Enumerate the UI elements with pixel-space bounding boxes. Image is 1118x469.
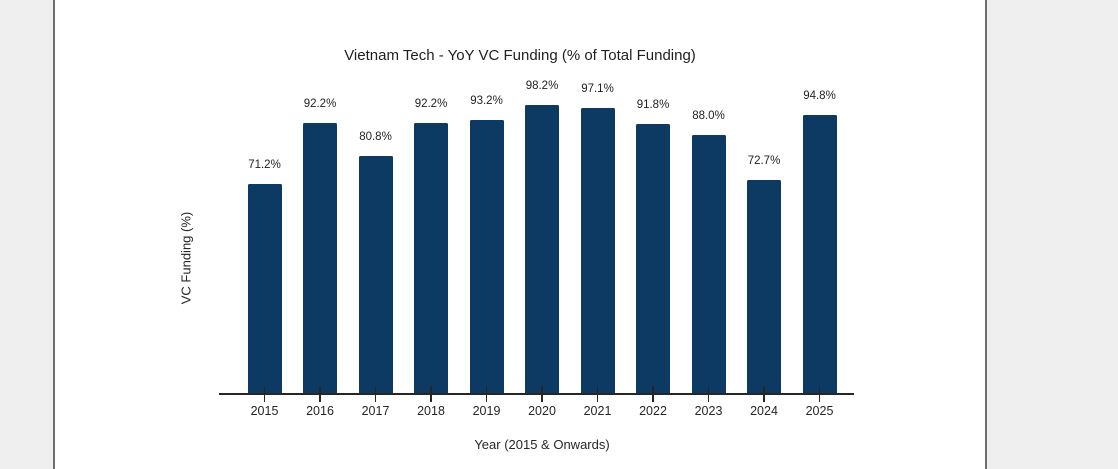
bar-2016 xyxy=(303,122,337,394)
x-tick-label-2016: 2016 xyxy=(306,404,334,418)
x-axis-line xyxy=(219,393,854,395)
x-tick-2016 xyxy=(319,386,321,402)
x-axis-label: Year (2015 & Onwards) xyxy=(474,437,610,452)
bar-value-label-2018: 92.2% xyxy=(414,97,448,110)
x-tick-label-2025: 2025 xyxy=(805,404,834,418)
bar-2021 xyxy=(580,108,615,394)
x-tick-2021 xyxy=(596,386,599,402)
x-tick-2020 xyxy=(541,386,543,402)
x-tick-2024 xyxy=(763,386,765,402)
bar-2023 xyxy=(691,135,726,394)
x-tick-label-2021: 2021 xyxy=(583,404,612,418)
bar-value-label-2016: 92.2% xyxy=(303,97,337,110)
bar-value-label-2015: 71.2% xyxy=(248,159,281,172)
bar-2015 xyxy=(247,184,282,394)
x-tick-2023 xyxy=(707,386,710,402)
bar-2024 xyxy=(747,180,781,394)
bar-2025 xyxy=(802,115,837,394)
x-tick-2022 xyxy=(652,386,654,402)
x-tick-2017 xyxy=(374,386,377,402)
x-tick-2018 xyxy=(430,386,432,402)
bar-2018 xyxy=(414,122,448,394)
bar-2020 xyxy=(525,104,559,394)
left-gutter xyxy=(0,0,55,469)
bar-2017 xyxy=(358,156,393,394)
bar-value-label-2025: 94.8% xyxy=(803,90,836,102)
x-tick-label-2023: 2023 xyxy=(694,404,723,418)
x-tick-2025 xyxy=(818,386,821,402)
x-tick-label-2017: 2017 xyxy=(361,404,390,418)
x-tick-label-2018: 2018 xyxy=(417,404,445,418)
bar-value-label-2023: 88.0% xyxy=(692,110,725,123)
x-tick-label-2019: 2019 xyxy=(472,404,501,418)
bar-value-label-2017: 80.8% xyxy=(359,131,392,144)
bar-value-label-2019: 93.2% xyxy=(470,94,503,107)
x-tick-label-2024: 2024 xyxy=(750,404,778,418)
bar-value-label-2020: 98.2% xyxy=(525,79,559,92)
bar-value-label-2022: 91.8% xyxy=(636,98,670,111)
bar-value-label-2024: 72.7% xyxy=(747,155,781,168)
x-tick-2019 xyxy=(485,386,488,402)
x-tick-label-2020: 2020 xyxy=(528,404,556,418)
right-gutter xyxy=(985,0,1118,469)
x-tick-label-2022: 2022 xyxy=(639,404,667,418)
x-tick-label-2015: 2015 xyxy=(250,404,279,418)
bar-2022 xyxy=(636,123,670,394)
bar-value-label-2021: 97.1% xyxy=(581,83,614,96)
y-axis-label: VC Funding (%) xyxy=(178,211,194,305)
x-tick-2015 xyxy=(263,386,266,402)
bar-2019 xyxy=(469,119,504,394)
chart-title: Vietnam Tech - YoY VC Funding (% of Tota… xyxy=(344,47,696,64)
